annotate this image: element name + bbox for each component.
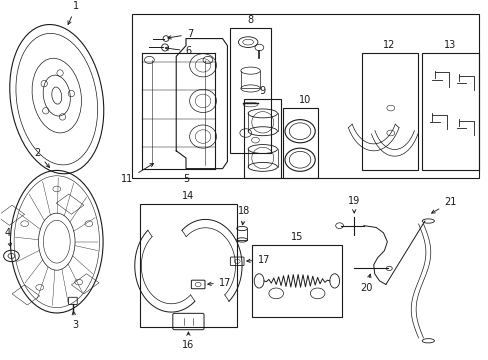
Bar — [140, 204, 237, 327]
Bar — [229, 28, 271, 153]
Bar — [12, 285, 40, 305]
Bar — [71, 274, 99, 294]
Bar — [251, 245, 341, 316]
Text: 16: 16 — [182, 332, 194, 350]
Text: 2: 2 — [34, 148, 49, 167]
Text: 19: 19 — [347, 196, 360, 213]
Text: 6: 6 — [165, 46, 191, 56]
Text: 11: 11 — [121, 163, 153, 184]
Text: 15: 15 — [290, 233, 303, 242]
Text: 9: 9 — [259, 86, 265, 96]
Text: 5: 5 — [183, 174, 189, 184]
Text: 4: 4 — [4, 228, 12, 247]
Text: 17: 17 — [246, 255, 270, 265]
Text: 17: 17 — [207, 278, 231, 288]
Bar — [0, 205, 24, 225]
Text: 13: 13 — [444, 40, 456, 50]
Text: 3: 3 — [72, 311, 78, 330]
Bar — [56, 194, 83, 214]
Bar — [244, 99, 281, 177]
Bar — [361, 53, 417, 170]
Text: 21: 21 — [431, 198, 455, 213]
Text: 20: 20 — [360, 274, 372, 293]
Bar — [422, 53, 478, 170]
Bar — [282, 108, 317, 177]
Text: 7: 7 — [167, 29, 193, 39]
Text: 14: 14 — [182, 192, 194, 202]
Text: 12: 12 — [383, 40, 395, 50]
Text: 10: 10 — [298, 95, 310, 105]
Bar — [132, 14, 478, 177]
Text: 8: 8 — [247, 15, 253, 25]
Text: 18: 18 — [238, 206, 250, 225]
Text: 1: 1 — [68, 1, 79, 24]
